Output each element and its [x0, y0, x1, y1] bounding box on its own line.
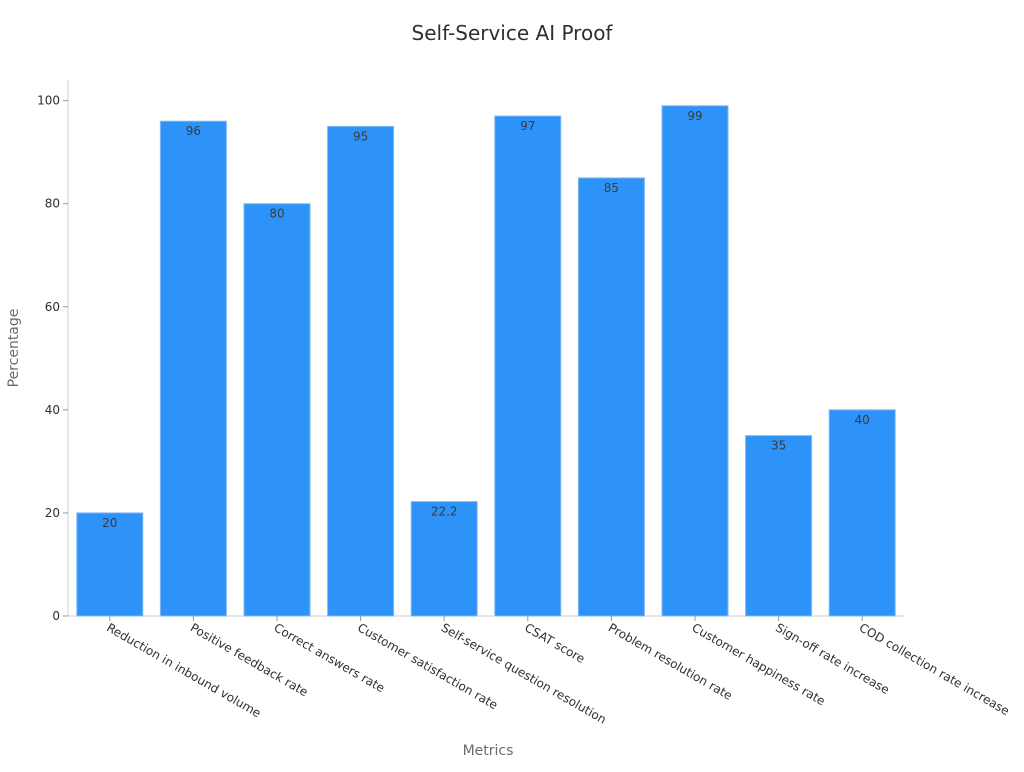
bar-self-service-question-resolution[interactable]: [410, 501, 478, 617]
bar-sign-off-rate-increase[interactable]: [745, 435, 813, 617]
x-axis-title: Metrics: [463, 743, 514, 759]
chart-title: Self-Service AI Proof: [412, 21, 614, 45]
y-tick-label: 40: [45, 403, 60, 417]
x-tick-label-reduction-in-inbound-volume: Reduction in inbound volume: [104, 620, 263, 720]
bar-csat-score[interactable]: [494, 115, 562, 617]
bars-group: [76, 105, 896, 617]
data-label-sign-off-rate-increase: 35: [771, 439, 786, 453]
data-label-self-service-question-resolution: 22.2: [431, 505, 458, 519]
x-tick-label-cod-collection-rate-increase: COD collection rate increase: [857, 620, 1012, 718]
y-tick-label: 80: [45, 197, 60, 211]
data-label-cod-collection-rate-increase: 40: [855, 413, 870, 427]
x-tick-label-csat-score: CSAT score: [522, 620, 587, 666]
y-tick-label: 100: [37, 94, 60, 108]
y-axis-title: Percentage: [6, 309, 22, 388]
data-label-reduction-in-inbound-volume: 20: [102, 516, 117, 530]
x-tick-label-self-service-question-resolution: Self-service question resolution: [439, 620, 609, 726]
bar-customer-satisfaction-rate[interactable]: [327, 125, 395, 617]
data-label-customer-happiness-rate: 99: [687, 109, 702, 123]
data-labels-group: 20 96 80 95 22.2 97 85 99 35 40: [102, 109, 870, 530]
x-tick-label-customer-satisfaction-rate: Customer satisfaction rate: [355, 620, 500, 712]
data-label-positive-feedback-rate: 96: [186, 124, 201, 138]
data-label-customer-satisfaction-rate: 95: [353, 129, 368, 143]
bar-problem-resolution-rate[interactable]: [577, 177, 645, 617]
bar-reduction-in-inbound-volume[interactable]: [76, 512, 144, 617]
bar-positive-feedback-rate[interactable]: [159, 120, 227, 617]
y-tick-label: 60: [45, 300, 60, 314]
x-tick-label-customer-happiness-rate: Customer happiness rate: [690, 620, 828, 708]
y-axis-ticks: 0 20 40 60 80 100: [37, 94, 68, 623]
y-tick-label: 20: [45, 506, 60, 520]
y-tick-label: 0: [52, 609, 60, 623]
bar-customer-happiness-rate[interactable]: [661, 105, 729, 617]
bar-correct-answers-rate[interactable]: [243, 203, 311, 617]
data-label-csat-score: 97: [520, 119, 535, 133]
bar-cod-collection-rate-increase[interactable]: [828, 409, 896, 617]
data-label-problem-resolution-rate: 85: [604, 181, 619, 195]
data-label-correct-answers-rate: 80: [269, 207, 284, 221]
